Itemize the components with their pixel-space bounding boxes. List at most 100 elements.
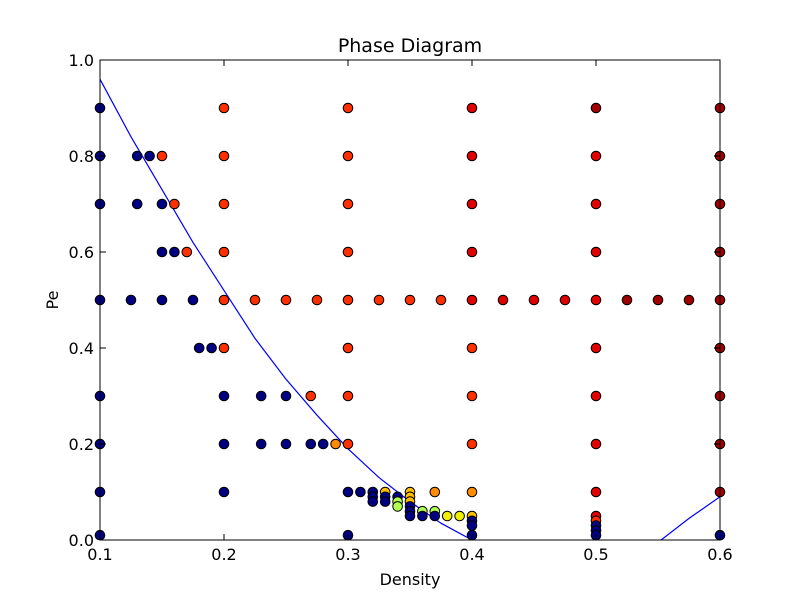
y-tick-label: 0.6 (69, 243, 94, 262)
data-point (342, 294, 354, 306)
data-point (441, 510, 453, 522)
x-tick-label: 0.1 (87, 545, 112, 564)
data-point (466, 198, 478, 210)
data-point (466, 486, 478, 498)
data-point (590, 294, 602, 306)
data-point (683, 294, 695, 306)
data-point (590, 150, 602, 162)
chart-title: Phase Diagram (338, 35, 482, 57)
data-point (466, 390, 478, 402)
data-point (342, 390, 354, 402)
data-point (466, 150, 478, 162)
y-tick-label: 0.0 (69, 531, 94, 550)
data-point (652, 294, 664, 306)
data-point (466, 246, 478, 258)
data-point (417, 510, 428, 522)
plot-frame (99, 59, 721, 541)
data-point (206, 342, 217, 354)
x-axis-label: Density (380, 570, 441, 589)
data-point (218, 198, 230, 210)
data-point (342, 438, 354, 450)
data-point (342, 198, 354, 210)
data-point (590, 102, 602, 114)
data-point (317, 438, 329, 450)
data-point (131, 150, 143, 162)
data-point (590, 438, 602, 450)
data-point (342, 150, 354, 162)
y-tick-label: 0.8 (69, 147, 94, 166)
data-point (156, 150, 168, 162)
data-point (218, 294, 230, 306)
data-point (305, 438, 317, 450)
data-point (379, 496, 391, 507)
data-point (590, 246, 602, 258)
y-tick-label: 1.0 (69, 51, 94, 70)
data-point (144, 150, 155, 162)
data-point (131, 198, 143, 210)
data-point (429, 486, 441, 498)
data-point (156, 246, 168, 258)
data-point (169, 246, 180, 258)
data-point (255, 390, 267, 402)
x-tick-label: 0.4 (459, 545, 484, 564)
data-point (280, 294, 292, 306)
data-point (466, 342, 478, 354)
data-point (280, 390, 292, 402)
x-tick-label: 0.5 (583, 545, 608, 564)
data-point (193, 342, 205, 354)
x-tick-label: 0.2 (211, 545, 236, 564)
data-point (330, 438, 341, 450)
x-tick-label: 0.3 (335, 545, 360, 564)
data-point (497, 294, 509, 306)
data-point (466, 294, 478, 306)
data-point (342, 486, 354, 498)
y-tick-label: 0.2 (69, 435, 94, 454)
data-point (429, 510, 441, 522)
data-point (342, 102, 354, 114)
data-point (404, 510, 416, 522)
data-point (404, 294, 416, 306)
data-point (218, 102, 230, 114)
data-point (187, 294, 199, 306)
data-point (181, 246, 193, 258)
data-point (255, 438, 267, 450)
data-point (218, 342, 230, 354)
data-point (435, 294, 447, 306)
data-point (342, 246, 354, 258)
data-point (125, 294, 137, 306)
data-point (528, 294, 540, 306)
data-point (311, 294, 323, 306)
data-points-layer (94, 102, 726, 541)
data-point (249, 294, 261, 306)
data-point (169, 198, 180, 210)
data-point (218, 486, 230, 498)
data-point (367, 496, 379, 507)
data-point (280, 438, 292, 450)
data-point (590, 198, 602, 210)
data-point (305, 390, 317, 402)
data-point (621, 294, 633, 306)
data-point (342, 342, 354, 354)
x-tick-label: 0.6 (707, 545, 732, 564)
data-point (218, 390, 230, 402)
data-point (156, 198, 168, 210)
data-point (559, 294, 571, 306)
data-point (218, 246, 230, 258)
data-point (590, 342, 602, 354)
data-point (218, 438, 230, 450)
data-point (156, 294, 168, 306)
data-point (373, 294, 385, 306)
data-point (466, 438, 478, 450)
axis-ticks-layer: 0.1 0.2 0.3 0.4 0.5 0.6 0.0 0.2 0.4 0.6 0.8 1.0 (69, 51, 733, 564)
data-point (466, 102, 478, 114)
y-axis-label: Pe (43, 291, 62, 310)
data-point (590, 390, 602, 402)
data-point (466, 520, 478, 531)
data-point (392, 501, 403, 512)
data-point (355, 486, 366, 498)
data-point (454, 510, 465, 522)
data-point (590, 486, 602, 498)
data-point (218, 150, 230, 162)
y-tick-label: 0.4 (69, 339, 94, 358)
